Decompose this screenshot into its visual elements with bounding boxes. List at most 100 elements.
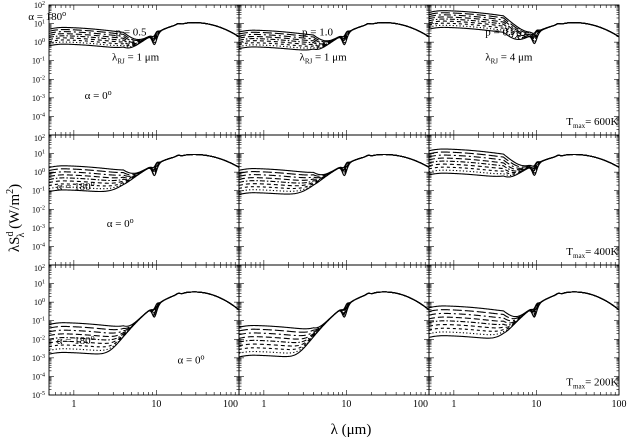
y-tick-label: 10-1 — [32, 57, 45, 66]
annotation-after: = 400K — [585, 246, 618, 258]
y-tick-label: 101 — [34, 280, 45, 289]
annotation-after: = 1 μm — [312, 52, 347, 64]
annotation-text: α = 180 — [57, 181, 91, 193]
series-line-4 — [429, 291, 619, 326]
panel-1-2: Tmax= 400K — [428, 134, 620, 266]
y-tick-label: 101 — [34, 150, 45, 159]
y-tick-label-base: 10 — [32, 112, 40, 121]
y-tick-label: 10-2 — [32, 335, 45, 344]
y-tick-label-base: 10 — [32, 94, 40, 103]
series-line-0 — [429, 10, 619, 38]
y-tick-label-exp: 1 — [42, 150, 45, 156]
annotation-text: α = 180 — [28, 11, 62, 23]
y-axis-label-main: λS — [7, 236, 23, 252]
y-tick-label: 102 — [34, 1, 45, 10]
x-axis-label: λ (μm) — [331, 422, 372, 438]
y-axis-label: λSdλ (W/m2) — [5, 184, 27, 252]
panel-annotation: p = 0.75 — [485, 27, 522, 39]
panel-annotation: α = 180o — [57, 179, 95, 193]
x-tick-label: 1 — [451, 399, 456, 410]
y-tick-label: 100 — [34, 168, 45, 177]
series-line-0 — [49, 291, 239, 327]
y-axis-label-super: d — [5, 231, 16, 236]
series-line-8 — [239, 153, 429, 196]
y-tick-label-base: 10 — [32, 354, 40, 363]
panel-annotation: Tmax= 200K — [566, 377, 618, 391]
y-axis-label-units-sup: 2 — [5, 189, 16, 194]
y-tick-label-exp: -1 — [40, 57, 45, 63]
annotation-after: = 1 μm — [125, 52, 160, 64]
annotation-sup: o — [200, 352, 204, 361]
y-tick-label-base: 10 — [32, 317, 40, 326]
y-tick-label-exp: 2 — [42, 264, 45, 270]
y-tick-label-exp: 1 — [42, 20, 45, 26]
series-line-8 — [49, 153, 239, 193]
series-line-5 — [239, 22, 429, 47]
annotation-text: T — [566, 377, 573, 389]
annotation-after: = 600K — [585, 116, 618, 128]
annotation-text: λ — [112, 52, 118, 64]
panel-annotation: λRJ = 1 μm — [299, 52, 347, 66]
x-tick-label: 10 — [151, 399, 161, 410]
panel-annotation: α = 180o — [57, 333, 95, 347]
y-tick-label-base: 10 — [34, 1, 42, 10]
panel-curves — [429, 10, 619, 45]
panel-curves — [49, 22, 239, 49]
y-tick-label-base: 10 — [34, 134, 42, 143]
series-line-4 — [49, 153, 239, 182]
panel-0-1: p = 1.0 λRJ = 1 μm — [238, 4, 430, 136]
y-tick-label: 101 — [34, 20, 45, 29]
series-line-6 — [429, 22, 619, 42]
y-tick-label-base: 10 — [34, 298, 42, 307]
panel-annotation: p = 0.5 — [116, 27, 147, 39]
y-tick-label: 10-2 — [32, 205, 45, 214]
annotation-sub: max — [573, 122, 586, 130]
series-line-8 — [429, 22, 619, 45]
series-line-7 — [239, 153, 429, 192]
y-tick-label-exp: -4 — [40, 112, 45, 118]
y-tick-label-exp: 0 — [42, 38, 45, 44]
panel-curves — [239, 153, 429, 196]
y-tick-label: 10-4 — [32, 112, 45, 121]
annotation-after: = 200K — [585, 377, 618, 389]
panel-frame — [428, 264, 620, 396]
y-tick-label: 10-1 — [32, 317, 45, 326]
panel-curves — [239, 22, 429, 51]
series-line-0 — [239, 22, 429, 42]
series-line-8 — [429, 291, 619, 339]
y-tick-label: 10-4 — [32, 372, 45, 381]
panel-annotation: α = 0o — [178, 352, 205, 366]
series-line-1 — [49, 291, 239, 331]
y-tick-label-exp: 0 — [42, 168, 45, 174]
annotation-text: α = 0 — [85, 90, 108, 102]
y-tick-label-base: 10 — [34, 20, 42, 29]
x-tick-label: 1 — [261, 399, 266, 410]
series-line-8 — [239, 22, 429, 51]
annotation-sup: o — [108, 88, 112, 97]
series-line-5 — [239, 291, 429, 347]
series-line-4 — [49, 291, 239, 341]
annotation-text: α = 180 — [57, 335, 91, 347]
panel-curves — [239, 291, 429, 358]
y-tick-label-exp: -3 — [40, 354, 45, 360]
y-tick-label: 10-3 — [32, 94, 45, 103]
annotation-sub: RJ — [491, 58, 499, 66]
y-tick-label-base: 10 — [32, 75, 40, 84]
y-tick-label-base: 10 — [34, 280, 42, 289]
panel-annotation: p = 1.0 — [302, 27, 333, 39]
series-line-4 — [429, 153, 619, 172]
panel-1-1 — [238, 134, 430, 266]
y-tick-label-base: 10 — [32, 205, 40, 214]
series-line-6 — [239, 22, 429, 48]
series-line-4 — [239, 291, 429, 344]
series-line-8 — [429, 153, 619, 178]
annotation-sub: RJ — [305, 58, 313, 66]
annotation-sup: o — [91, 333, 95, 342]
x-tick-label: 100 — [413, 399, 428, 410]
series-line-1 — [429, 151, 619, 168]
y-tick-label-exp: -2 — [40, 205, 45, 211]
series-line-3 — [239, 153, 429, 181]
x-tick-label: 100 — [223, 399, 238, 410]
panel-annotation: α = 0o — [85, 88, 112, 102]
